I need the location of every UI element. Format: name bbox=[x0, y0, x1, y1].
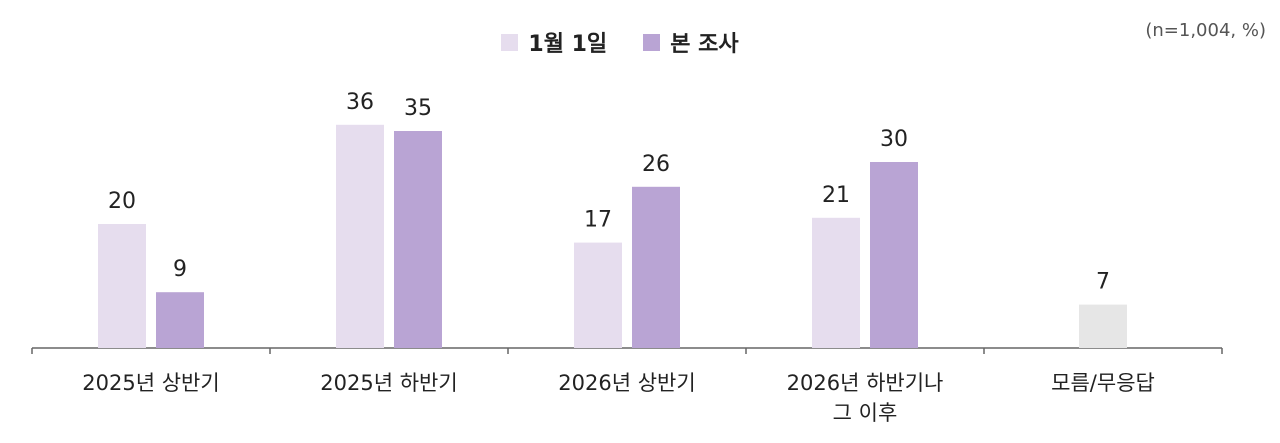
legend: 1월 1일 본 조사 bbox=[0, 26, 1240, 58]
data-label: 20 bbox=[108, 189, 136, 214]
x-tick-label: 2025년 하반기 bbox=[320, 371, 457, 395]
x-tick-label: 모름/무응답 bbox=[1051, 371, 1155, 395]
x-tick-label: 그 이후 bbox=[833, 401, 898, 425]
data-label: 9 bbox=[173, 257, 187, 282]
data-label: 17 bbox=[584, 208, 612, 233]
legend-label-series2: 본 조사 bbox=[670, 32, 739, 57]
bar-series1 bbox=[336, 124, 384, 348]
data-label: 26 bbox=[642, 152, 670, 177]
bar-series2 bbox=[632, 186, 680, 348]
bar-series1 bbox=[574, 242, 622, 348]
legend-swatch-series1 bbox=[501, 33, 519, 51]
legend-item-series2: 본 조사 bbox=[643, 26, 739, 58]
legend-item-series1: 1월 1일 bbox=[501, 26, 607, 58]
legend-label-series1: 1월 1일 bbox=[528, 32, 608, 57]
data-label: 7 bbox=[1096, 270, 1110, 295]
x-tick-label: 2025년 상반기 bbox=[82, 371, 219, 395]
bar-series2 bbox=[394, 131, 442, 348]
data-label: 35 bbox=[404, 96, 432, 121]
bar-series2 bbox=[870, 162, 918, 348]
data-label: 36 bbox=[346, 90, 374, 115]
data-label: 21 bbox=[822, 183, 850, 208]
data-label: 30 bbox=[880, 127, 908, 152]
legend-swatch-series2 bbox=[643, 33, 661, 51]
bar-series1 bbox=[98, 224, 146, 348]
bar-no-answer bbox=[1079, 304, 1127, 348]
x-tick-label: 2026년 상반기 bbox=[558, 371, 695, 395]
x-tick-label: 2026년 하반기나 bbox=[787, 371, 944, 395]
bar-series1 bbox=[812, 217, 860, 348]
bar-series2 bbox=[156, 292, 204, 348]
sample-size-note: (n=1,004, %) bbox=[1145, 20, 1266, 41]
